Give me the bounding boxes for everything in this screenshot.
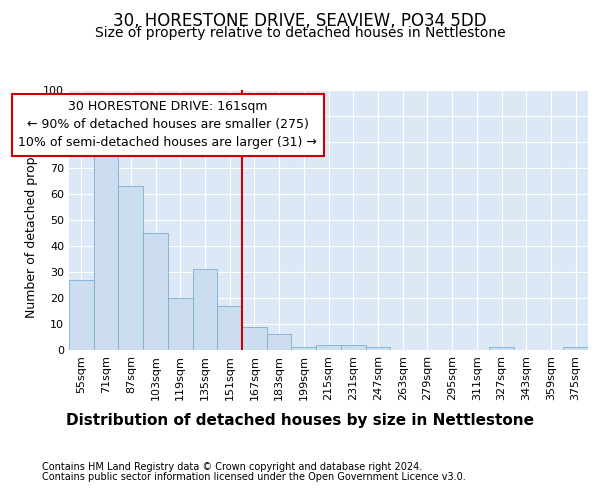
Bar [118, 186, 143, 350]
Bar [341, 345, 365, 350]
Bar [267, 334, 292, 350]
Text: 30 HORESTONE DRIVE: 161sqm
← 90% of detached houses are smaller (275)
10% of sem: 30 HORESTONE DRIVE: 161sqm ← 90% of deta… [19, 100, 317, 150]
Bar [217, 306, 242, 350]
Bar [168, 298, 193, 350]
Text: 30, HORESTONE DRIVE, SEAVIEW, PO34 5DD: 30, HORESTONE DRIVE, SEAVIEW, PO34 5DD [113, 12, 487, 30]
Bar [94, 144, 118, 350]
Bar [193, 270, 217, 350]
Text: Contains HM Land Registry data © Crown copyright and database right 2024.: Contains HM Land Registry data © Crown c… [42, 462, 422, 472]
Bar [489, 348, 514, 350]
Bar [316, 345, 341, 350]
Text: Contains public sector information licensed under the Open Government Licence v3: Contains public sector information licen… [42, 472, 466, 482]
Bar [143, 233, 168, 350]
Bar [69, 280, 94, 350]
Y-axis label: Number of detached properties: Number of detached properties [25, 122, 38, 318]
Bar [292, 348, 316, 350]
Text: Distribution of detached houses by size in Nettlestone: Distribution of detached houses by size … [66, 412, 534, 428]
Bar [563, 348, 588, 350]
Bar [365, 348, 390, 350]
Text: Size of property relative to detached houses in Nettlestone: Size of property relative to detached ho… [95, 26, 505, 40]
Bar [242, 326, 267, 350]
